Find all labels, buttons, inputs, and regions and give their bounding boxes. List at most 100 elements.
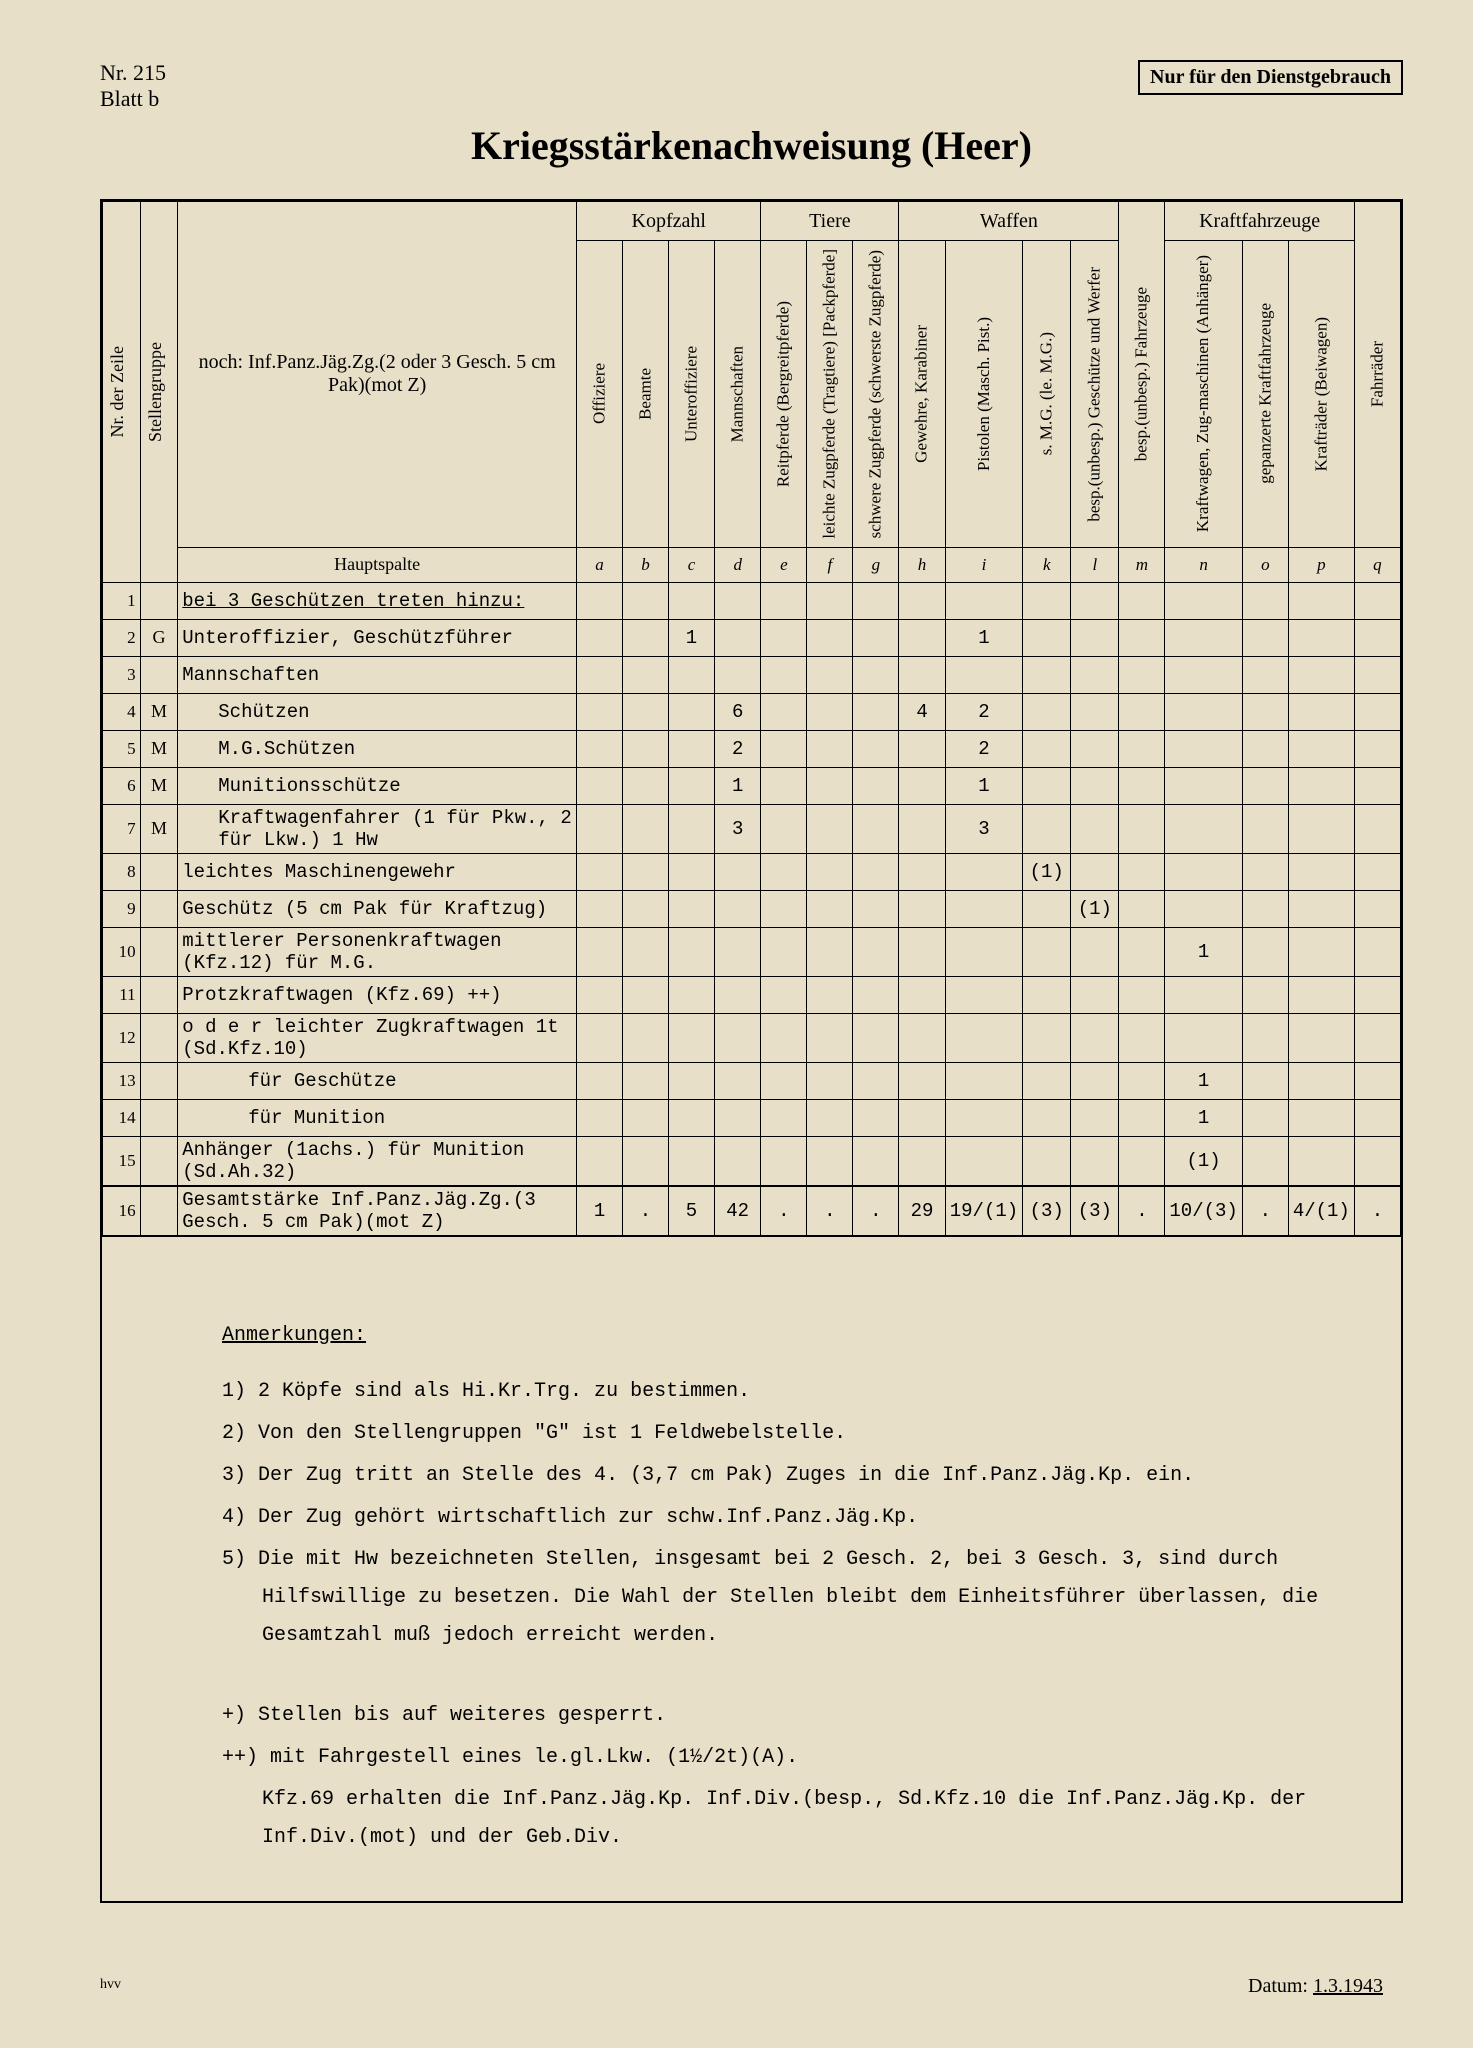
col-k: s. M.G. (le. M.G.) (1023, 241, 1071, 548)
table-row: 7MKraftwagenfahrer (1 für Pkw., 2 für Lk… (103, 804, 1401, 853)
letter-m: m (1119, 547, 1165, 582)
row-number: 1 (103, 582, 141, 619)
cell-value: 29 (899, 1186, 945, 1236)
cell-value (1288, 927, 1354, 976)
cell-value (899, 767, 945, 804)
cell-value: 6 (714, 693, 760, 730)
cell-value (1165, 619, 1242, 656)
cell-value (577, 976, 623, 1013)
cell-value (853, 804, 899, 853)
note-item: 2) Von den Stellengruppen "G" ist 1 Feld… (222, 1415, 1361, 1453)
cell-value (669, 804, 715, 853)
cell-value (669, 890, 715, 927)
cell-value (1023, 1013, 1071, 1062)
row-number: 10 (103, 927, 141, 976)
cell-value (1288, 619, 1354, 656)
col-n: Kraftwagen, Zug-maschinen (Anhänger) (1165, 241, 1242, 548)
cell-value (623, 853, 669, 890)
table-row: 10mittlerer Personenkraftwagen (Kfz.12) … (103, 927, 1401, 976)
row-description: Kraftwagenfahrer (1 für Pkw., 2 für Lkw.… (178, 804, 577, 853)
cell-value (1242, 804, 1288, 853)
row-number: 8 (103, 853, 141, 890)
cell-value (899, 1099, 945, 1136)
cell-value (807, 890, 853, 927)
letter-l: l (1071, 547, 1119, 582)
cell-value (1119, 619, 1165, 656)
cell-value (669, 767, 715, 804)
cell-value: 4/(1) (1288, 1186, 1354, 1236)
notes-heading: Anmerkungen: (222, 1317, 1361, 1355)
row-stellengruppe (140, 1062, 178, 1099)
cell-value (807, 767, 853, 804)
cell-value: 2 (945, 693, 1022, 730)
cell-value (669, 853, 715, 890)
cell-value (1288, 730, 1354, 767)
cell-value (853, 619, 899, 656)
cell-value: . (761, 1186, 807, 1236)
cell-value (899, 804, 945, 853)
cell-value (1119, 1136, 1165, 1186)
cell-value (807, 656, 853, 693)
cell-value (807, 804, 853, 853)
cell-value (1354, 767, 1400, 804)
cell-value (1165, 767, 1242, 804)
cell-value (623, 1062, 669, 1099)
cell-value (1165, 890, 1242, 927)
table-row: 2GUnteroffizier, Geschützführer11 (103, 619, 1401, 656)
cell-value (761, 767, 807, 804)
cell-value (1165, 976, 1242, 1013)
cell-value (1071, 1062, 1119, 1099)
row-number: 2 (103, 619, 141, 656)
cell-value (623, 619, 669, 656)
cell-value (714, 619, 760, 656)
cell-value (669, 730, 715, 767)
cell-value (1354, 804, 1400, 853)
cell-value (1242, 656, 1288, 693)
table-row: 8leichtes Maschinengewehr(1) (103, 853, 1401, 890)
cell-value (807, 976, 853, 1013)
cell-value (1165, 656, 1242, 693)
table-row: 11Protzkraftwagen (Kfz.69) ++) (103, 976, 1401, 1013)
row-stellengruppe (140, 1136, 178, 1186)
cell-value (1165, 730, 1242, 767)
classification-stamp: Nur für den Dienstgebrauch (1138, 60, 1403, 95)
row-number: 16 (103, 1186, 141, 1236)
cell-value (1023, 976, 1071, 1013)
row-description: o d e r leichter Zugkraftwagen 1t (Sd.Kf… (178, 1013, 577, 1062)
cell-value (1354, 853, 1400, 890)
cell-value (1288, 1013, 1354, 1062)
cell-value (853, 656, 899, 693)
row-description: Protzkraftwagen (Kfz.69) ++) (178, 976, 577, 1013)
cell-value (714, 853, 760, 890)
cell-value (1354, 730, 1400, 767)
cell-value (807, 1099, 853, 1136)
cell-value (1023, 730, 1071, 767)
cell-value (1242, 927, 1288, 976)
cell-value: 1 (714, 767, 760, 804)
cell-value (1288, 1136, 1354, 1186)
table-head: Nr. der Zeile Stellengruppe noch: Inf.Pa… (103, 202, 1401, 583)
cell-value (623, 1099, 669, 1136)
cell-value: (1) (1023, 853, 1071, 890)
cell-value: 1 (945, 767, 1022, 804)
row-number: 6 (103, 767, 141, 804)
col-g: schwere Zugpferde (schwerste Zugpferde) (853, 241, 899, 548)
cell-value (853, 730, 899, 767)
row-number: 13 (103, 1062, 141, 1099)
row-stellengruppe (140, 927, 178, 976)
cell-value (577, 582, 623, 619)
col-a: Offiziere (577, 241, 623, 548)
note-plus-item: ++) mit Fahrgestell eines le.gl.Lkw. (1½… (222, 1739, 1361, 1777)
table-row: 13für Geschütze1 (103, 1062, 1401, 1099)
row-stellengruppe: M (140, 693, 178, 730)
cell-value (1354, 927, 1400, 976)
cell-value (945, 656, 1022, 693)
col-c: Unteroffiziere (669, 241, 715, 548)
nr-value: 215 (133, 60, 166, 85)
cell-value (577, 804, 623, 853)
cell-value (899, 890, 945, 927)
cell-value (577, 767, 623, 804)
cell-value (1119, 890, 1165, 927)
col-m: besp.(unbesp.) Fahrzeuge (1119, 202, 1165, 548)
cell-value: 1 (1165, 1062, 1242, 1099)
